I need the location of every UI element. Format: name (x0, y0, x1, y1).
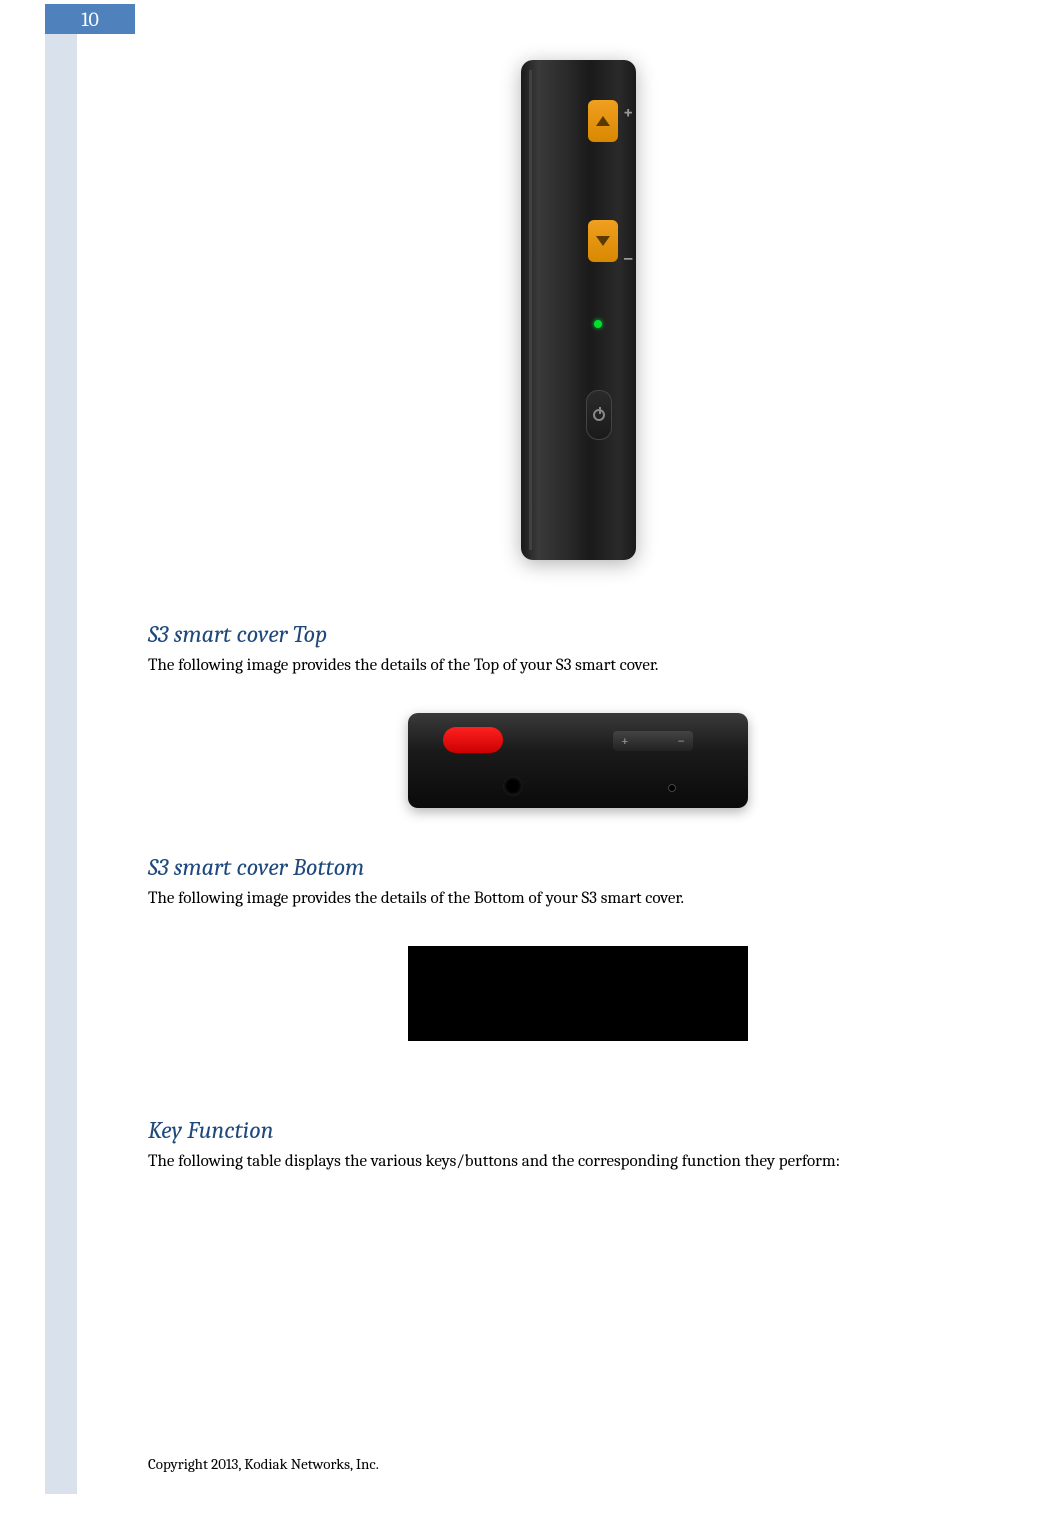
top-volume-rocker: + − (613, 731, 693, 751)
copyright-footer: Copyright 2013, Kodiak Networks, Inc. (148, 1455, 379, 1473)
device-bottom-view-figure (148, 946, 1008, 1041)
audio-jack-icon (503, 776, 523, 796)
mic-hole-icon (668, 784, 676, 792)
device-side-view-figure: + − (148, 60, 1008, 560)
up-arrow-button (588, 100, 618, 142)
volume-plus-label: + (623, 102, 634, 123)
emergency-button (443, 727, 503, 753)
section-text-top: The following image provides the details… (148, 654, 1008, 678)
power-icon (593, 409, 605, 421)
device-top-view-figure: + − (148, 713, 1008, 808)
rocker-minus-icon: − (677, 732, 685, 749)
section-heading-bottom: S3 smart cover Bottom (148, 853, 1008, 881)
down-arrow-icon (596, 236, 610, 246)
power-button (586, 390, 612, 440)
page-number: 10 (81, 8, 99, 31)
page-number-tab: 10 (45, 4, 135, 34)
section-heading-keyfunction: Key Function (148, 1116, 1008, 1144)
section-text-keyfunction: The following table displays the various… (148, 1150, 1008, 1174)
down-arrow-button (588, 220, 618, 262)
section-heading-top: S3 smart cover Top (148, 620, 1008, 648)
status-led-icon (594, 320, 602, 328)
device-bottom-body (408, 946, 748, 1041)
section-text-bottom: The following image provides the details… (148, 887, 1008, 911)
volume-minus-label: − (623, 248, 634, 269)
page-content: + − S3 smart cover Top The following ima… (148, 60, 1008, 1173)
rocker-plus-icon: + (621, 732, 629, 749)
sidebar-stripe (45, 34, 77, 1494)
device-side-body: + − (521, 60, 636, 560)
device-top-body: + − (408, 713, 748, 808)
up-arrow-icon (596, 116, 610, 126)
